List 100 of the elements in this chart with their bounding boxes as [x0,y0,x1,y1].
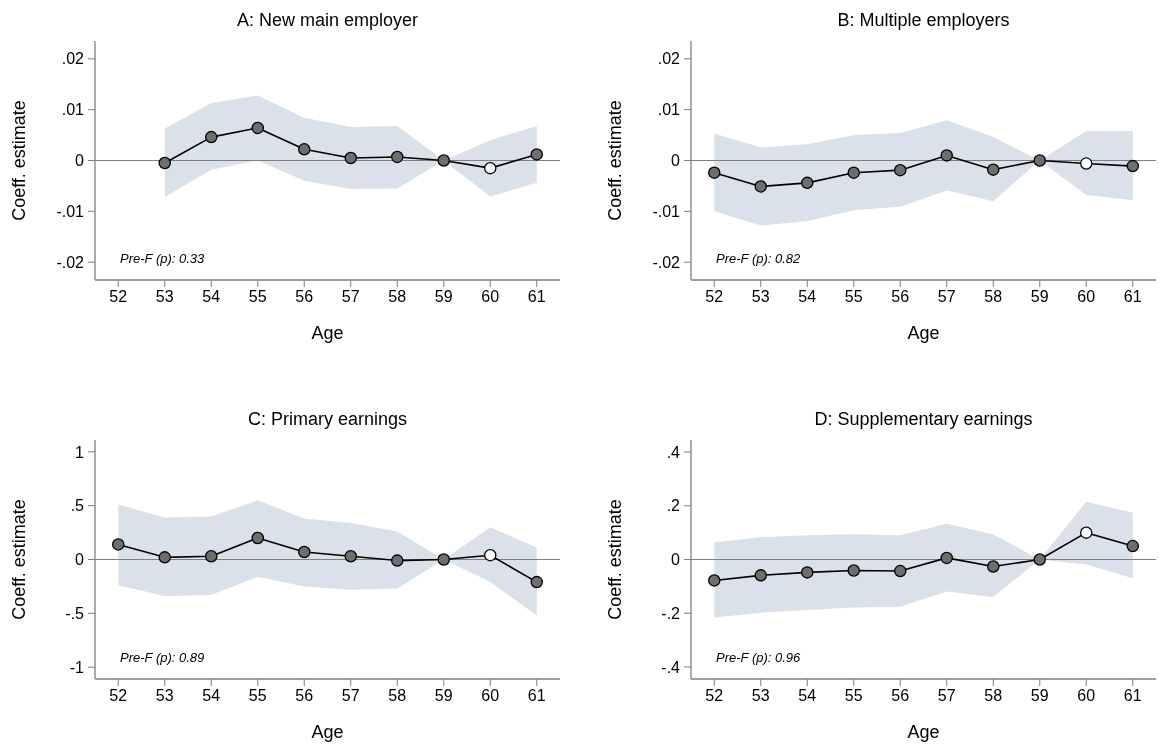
x-tick-label: 61 [527,687,546,705]
point [112,538,125,551]
annotation: Pre-F (p): 0.89 [120,650,205,666]
point [987,560,1000,573]
x-tick-label: 59 [434,288,453,306]
annotation: Pre-F (p): 0.96 [716,650,801,666]
y-tick-label: -.01 [56,203,85,221]
point [987,163,1000,176]
point [940,551,953,565]
y-tick-label: -.02 [652,253,681,271]
x-tick-label: 54 [798,288,817,306]
point [1080,157,1093,170]
x-tick-label: 58 [984,687,1003,705]
x-tick-label: 58 [388,288,407,306]
chart-title: D: Supplementary earnings [814,408,1033,430]
x-tick-label: 55 [248,288,267,306]
x-tick-label: 52 [705,288,724,306]
x-tick-label: 55 [248,687,267,705]
point [391,554,404,567]
point [1126,539,1139,553]
x-tick-label: 56 [295,288,314,306]
x-tick-label: 57 [937,687,956,705]
x-tick-label: 57 [937,288,956,306]
point [754,180,767,193]
chart-title: B: Multiple employers [837,9,1010,31]
x-tick-label: 52 [109,288,128,306]
point [205,550,218,563]
x-tick-label: 60 [481,288,500,306]
x-tick-label: 56 [891,687,910,705]
y-tick-label: .02 [657,50,681,68]
y-tick-label: 0 [671,152,681,170]
x-axis-title: Age [907,721,940,742]
point [344,151,357,165]
y-tick-label: .01 [61,101,85,119]
annotation: Pre-F (p): 0.33 [120,251,205,267]
x-tick-label: 61 [1123,288,1142,306]
y-tick-label: .01 [657,101,681,119]
x-tick-label: 60 [1077,288,1096,306]
x-tick-label: 54 [798,687,817,705]
y-tick-label: -.02 [56,253,85,271]
y-tick-label: 1 [75,443,85,461]
y-tick-label: 0 [75,551,85,569]
x-tick-label: 61 [1123,687,1142,705]
point [801,176,814,190]
point [1080,526,1093,539]
point [251,121,264,135]
x-tick-label: 55 [844,687,863,705]
x-tick-label: 57 [341,288,360,306]
point [484,548,497,562]
y-tick-label: -.4 [661,658,681,676]
y-axis-title: Coeff. estimate [604,499,625,620]
point [754,569,767,582]
x-tick-label: 61 [527,288,546,306]
point [530,148,543,161]
chart-title: A: New main employer [236,9,419,31]
y-tick-label: .2 [666,497,681,515]
point [484,161,497,175]
point [708,574,721,587]
point [437,154,450,167]
y-tick-label: .5 [70,497,85,515]
x-tick-label: 59 [1030,687,1049,705]
point [847,166,860,179]
x-axis-title: Age [907,322,940,343]
y-tick-label: -.2 [661,604,681,622]
point [847,564,860,577]
x-axis-title: Age [311,721,344,742]
x-tick-label: 53 [155,687,174,705]
point [1033,553,1046,566]
point [205,130,218,144]
point [251,531,264,545]
x-tick-label: 56 [295,687,314,705]
point [801,566,814,579]
y-tick-label: 0 [671,551,681,569]
point [894,163,907,177]
point [940,149,953,162]
point [344,550,357,563]
point [391,150,404,164]
point [158,156,171,170]
y-tick-label: -.5 [65,605,85,623]
x-tick-label: 53 [751,687,770,705]
x-tick-label: 57 [341,687,360,705]
point [158,551,171,564]
x-tick-label: 54 [202,288,221,306]
x-tick-label: 58 [388,687,407,705]
annotation: Pre-F (p): 0.82 [716,251,801,267]
y-axis-title: Coeff. estimate [8,499,29,620]
y-tick-label: -.01 [652,203,681,221]
x-tick-label: 58 [984,288,1003,306]
y-axis-title: Coeff. estimate [8,100,29,221]
x-tick-label: 52 [705,687,724,705]
x-tick-label: 53 [751,288,770,306]
point [708,166,721,179]
x-tick-label: 59 [434,687,453,705]
x-tick-label: 56 [891,288,910,306]
y-tick-label: -1 [69,658,85,676]
point [1033,154,1046,167]
point [298,143,311,156]
chart-title: C: Primary earnings [247,408,408,430]
y-tick-label: .02 [61,50,85,68]
point [1126,159,1139,173]
